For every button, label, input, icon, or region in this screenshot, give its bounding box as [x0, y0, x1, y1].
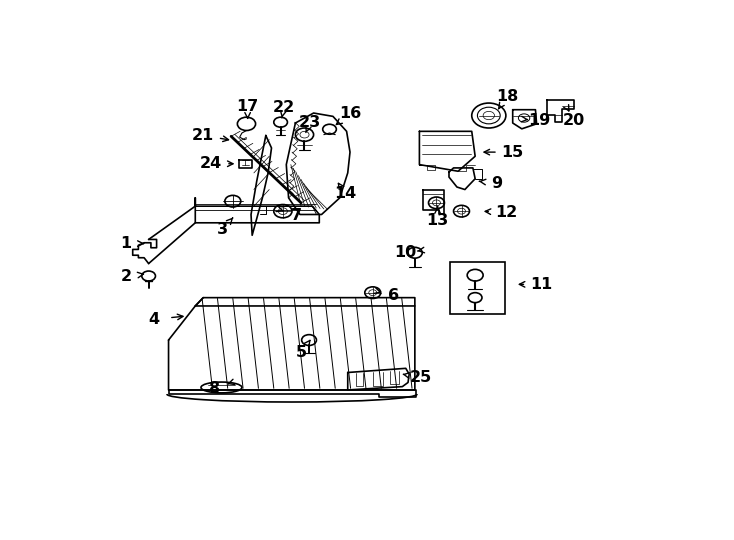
Text: 15: 15: [501, 145, 524, 160]
Text: 18: 18: [496, 89, 518, 104]
Text: 19: 19: [528, 113, 550, 128]
Text: 1: 1: [120, 236, 131, 251]
Text: 14: 14: [334, 186, 357, 201]
Text: 5: 5: [296, 345, 307, 360]
Text: 2: 2: [120, 269, 131, 285]
Text: 23: 23: [299, 114, 321, 130]
Text: 9: 9: [491, 176, 502, 191]
Text: 24: 24: [200, 156, 222, 171]
Text: 8: 8: [209, 381, 220, 396]
Text: 6: 6: [388, 288, 399, 303]
Text: 10: 10: [395, 245, 417, 260]
Text: 7: 7: [291, 208, 302, 223]
Text: 22: 22: [273, 100, 295, 114]
Text: 13: 13: [426, 213, 448, 228]
Text: 12: 12: [495, 205, 517, 220]
Text: 3: 3: [217, 221, 228, 237]
Text: 4: 4: [149, 312, 160, 327]
Text: 16: 16: [339, 106, 361, 122]
Text: 21: 21: [192, 128, 214, 143]
Text: 20: 20: [563, 113, 585, 128]
Text: 25: 25: [410, 370, 432, 385]
Text: 17: 17: [236, 99, 259, 114]
Bar: [450, 262, 505, 314]
Text: 11: 11: [530, 277, 552, 292]
